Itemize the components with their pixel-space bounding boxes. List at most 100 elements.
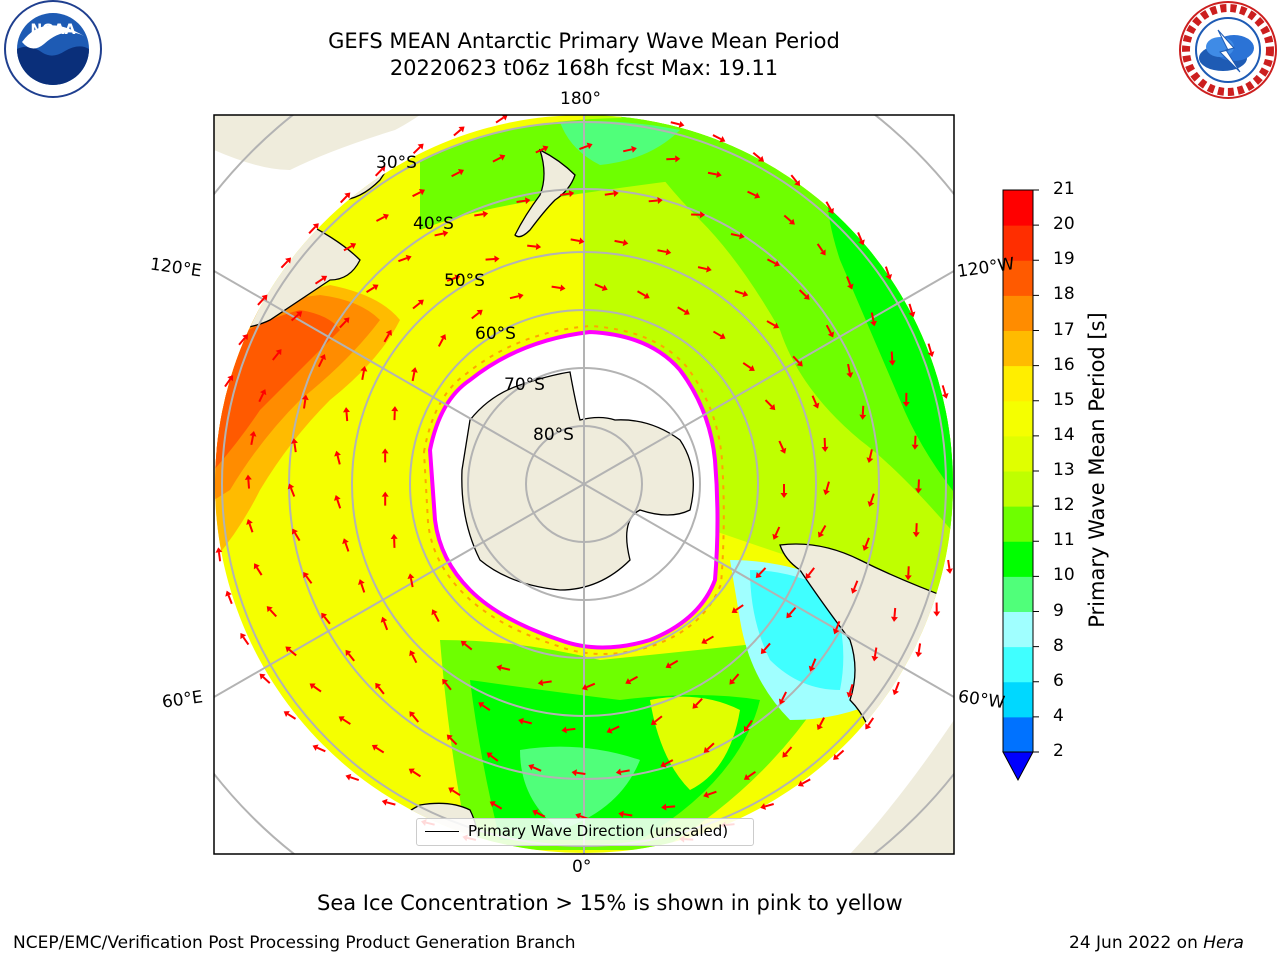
wave-arrow-shaft: [731, 673, 740, 682]
wave-arrow-shaft: [560, 192, 570, 196]
wave-arrow-shaft: [798, 289, 807, 297]
wave-arrow-head: [743, 725, 750, 732]
wave-arrow-shaft: [807, 567, 815, 576]
colorbar: [1002, 189, 1039, 782]
wave-arrow-shaft: [766, 258, 776, 265]
wave-arrow-shaft: [411, 714, 420, 723]
wave-arrow-shaft: [509, 295, 519, 300]
wave-arrow-head: [808, 665, 816, 672]
wave-arrow-head: [382, 213, 389, 220]
colorbar-tick-label: 13: [1053, 460, 1075, 480]
wave-arrow-head: [537, 679, 544, 687]
wave-arrow-shaft: [323, 616, 331, 625]
wave-arrow-shaft: [366, 286, 375, 293]
lat-label-70s: 70°S: [504, 375, 545, 395]
wave-arrow-shaft: [792, 355, 801, 364]
wave-arrow-head: [343, 317, 350, 324]
wave-arrow-head: [846, 691, 854, 698]
wave-arrow-shaft: [836, 749, 845, 758]
wave-arrow-head: [615, 768, 622, 776]
wave-arrow-shaft: [811, 658, 817, 668]
wave-arrow-head: [867, 501, 875, 507]
wave-arrow-head: [225, 590, 232, 597]
colorbar-tick-label: 18: [1053, 284, 1075, 305]
wave-arrow-head: [870, 320, 877, 327]
wave-arrow-shaft: [290, 487, 296, 497]
wave-arrow-head: [457, 169, 465, 176]
wave-arrow-head: [535, 243, 542, 251]
wave-arrow-head: [476, 309, 483, 316]
wave-arrow-shaft: [347, 653, 355, 662]
wave-arrow-head: [334, 450, 341, 457]
wave-arrow-shaft: [224, 378, 231, 388]
wave-arrow-shaft: [853, 580, 859, 590]
wave-arrow-shaft: [294, 532, 301, 542]
wave-arrow-head: [358, 579, 365, 586]
wave-arrow-shaft: [763, 642, 771, 651]
wave-arrow-head: [865, 723, 872, 730]
wave-arrow-shaft: [868, 449, 873, 459]
wave-arrow-shaft: [377, 686, 385, 695]
legend-text: Primary Wave Direction (unscaled): [468, 822, 729, 840]
wave-arrow-shaft: [654, 715, 663, 723]
wave-arrow-head: [778, 698, 786, 705]
wave-arrow-shaft: [495, 116, 505, 124]
wave-arrow-head: [303, 572, 310, 579]
wave-arrow-head: [494, 255, 500, 263]
wave-arrow-head: [454, 274, 461, 282]
wave-arrow-shaft: [747, 190, 757, 197]
wave-arrow-head: [618, 810, 624, 818]
field-lightgreen-south: [520, 746, 640, 830]
wave-arrow-shaft: [712, 134, 722, 141]
wave-arrow-head: [517, 292, 524, 300]
map-legend: Primary Wave Direction (unscaled): [416, 818, 754, 846]
colorbar-segment: [1003, 435, 1033, 472]
wave-arrow-shaft: [344, 542, 350, 552]
wave-arrow-shaft: [784, 746, 793, 755]
wave-arrow-head: [291, 528, 298, 535]
colorbar-segment: [1003, 471, 1033, 507]
wave-arrow-shaft: [398, 257, 408, 263]
wave-arrow-shaft: [666, 805, 676, 809]
wave-arrow-head: [748, 365, 755, 371]
wave-arrow-head: [561, 726, 567, 734]
wave-arrow-head: [794, 179, 801, 187]
wave-arrow-shaft: [846, 276, 852, 286]
wave-arrow-head: [660, 761, 667, 768]
wave-arrow-shaft: [527, 244, 537, 248]
wave-arrow-shaft: [697, 266, 708, 271]
wave-arrow-head: [578, 237, 585, 245]
wave-arrow-head: [862, 544, 869, 551]
wave-arrow-head: [532, 809, 539, 816]
footer-date-text: 24 Jun 2022 on: [1069, 933, 1198, 953]
wave-arrow-shaft: [774, 526, 781, 536]
colorbar-segment: [1003, 190, 1033, 226]
wave-arrow-shaft: [857, 232, 863, 242]
wave-arrow-shaft: [303, 399, 307, 409]
wave-arrow-head: [407, 573, 415, 579]
wave-arrow-head: [706, 265, 712, 273]
wave-arrow-shaft: [947, 559, 951, 570]
wave-arrow-head: [871, 655, 879, 662]
wave-arrow-shaft: [811, 395, 818, 405]
wave-arrow-head: [285, 257, 292, 264]
wave-arrow-head: [769, 404, 776, 411]
colorbar-tick-label: 16: [1053, 354, 1075, 375]
wave-arrow-head: [650, 719, 658, 726]
wave-arrow-shaft: [493, 803, 503, 810]
wave-arrow-head: [334, 495, 341, 501]
wave-arrow-head: [731, 607, 738, 613]
wave-arrow-shaft: [620, 769, 630, 773]
wave-arrow-shaft: [570, 238, 580, 242]
wave-arrow-shaft: [360, 583, 366, 593]
wave-arrow-shaft: [453, 128, 462, 137]
wave-arrow-shaft: [670, 121, 680, 126]
noaa-logo: NOAA: [2, 0, 104, 104]
wave-arrow-head: [683, 308, 690, 315]
wave-arrow-shaft: [287, 713, 297, 720]
wave-arrow-head: [911, 444, 919, 450]
wave-arrow-shaft: [870, 312, 875, 322]
wave-arrow-head: [261, 294, 268, 301]
wave-arrow-head: [542, 145, 549, 152]
wave-arrow-head: [780, 493, 788, 498]
